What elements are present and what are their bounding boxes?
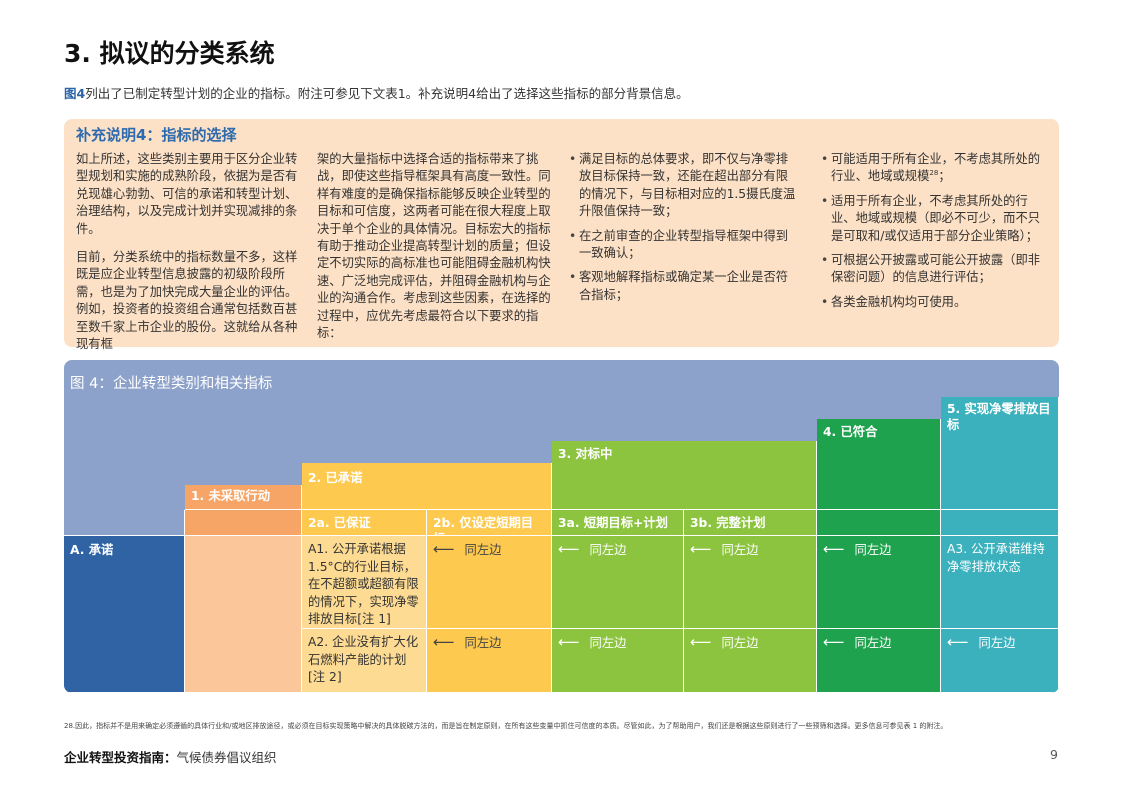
list-item: 满足目标的总体要求，即不仅与净零排放目标保持一致，还能在超出部分有限的情况下，与… — [569, 151, 799, 221]
arrow-left-icon: ⟵ — [823, 540, 845, 558]
box-column-3: 满足目标的总体要求，即不仅与净零排放目标保持一致，还能在超出部分有限的情况下，与… — [569, 151, 799, 311]
list-item: 各类金融机构均可使用。 — [821, 294, 1049, 312]
list-item: 可根据公开披露或可能公开披露（即非保密问题）的信息进行评估； — [821, 252, 1049, 287]
arrow-left-icon: ⟵ — [558, 540, 580, 558]
step-3-header: 3. 对标中 — [552, 441, 817, 510]
footer-organization: 气候债券倡议组织 — [176, 750, 277, 765]
box-column-1: 如上所述，这些类别主要用于区分企业转型规划和实施的成熟阶段，依据为是否有兑现雄心… — [76, 151, 298, 364]
list-item: 适用于所有企业，不考虑其所处的行业、地域或规模（即必不可少，而不只是可取和/或仅… — [821, 193, 1049, 245]
step-2-header: 2. 已承诺 — [302, 463, 552, 510]
arrow-left-icon: ⟵ — [433, 633, 455, 651]
criteria-list: 可能适用于所有企业，不考虑其所处的行业、地域或规模28； 适用于所有企业，不考虑… — [821, 151, 1049, 312]
subheader-3b: 3b. 完整计划 — [684, 510, 817, 536]
same-as-left-cell: ⟵ 同左边 — [552, 536, 684, 629]
subheader-3a: 3a. 短期目标+计划 — [552, 510, 684, 536]
intro-paragraph: 图4列出了已制定转型计划的企业的指标。附注可参见下文表1。补充说明4给出了选择这… — [64, 83, 689, 102]
arrow-left-icon: ⟵ — [690, 540, 712, 558]
criteria-list: 满足目标的总体要求，即不仅与净零排放目标保持一致，还能在超出部分有限的情况下，与… — [569, 151, 799, 304]
box-paragraph: 架的大量指标中选择合适的指标带来了挑战，即使这些指导框架具有高度一致性。同样有难… — [317, 152, 551, 341]
box-column-2: 架的大量指标中选择合适的指标带来了挑战，即使这些指导框架具有高度一致性。同样有难… — [317, 151, 551, 353]
intro-text: 列出了已制定转型计划的企业的指标。附注可参见下文表1。补充说明4给出了选择这些指… — [85, 86, 689, 101]
same-as-left-cell: ⟵ 同左边 — [817, 536, 941, 629]
figure-title: 图 4：企业转型类别和相关指标 — [70, 376, 273, 392]
box-paragraph: 目前，分类系统中的指标数量不多，这样既是应企业转型信息披露的初级阶段所需，也是为… — [76, 250, 298, 352]
page-title: 3. 拟议的分类系统 — [64, 39, 275, 68]
step-5-header: 5. 实现净零排放目标 — [941, 397, 1059, 510]
box-paragraph: 如上所述，这些类别主要用于区分企业转型规划和实施的成熟阶段，依据为是否有兑现雄心… — [76, 152, 298, 236]
box-column-4: 可能适用于所有企业，不考虑其所处的行业、地域或规模28； 适用于所有企业，不考虑… — [821, 151, 1049, 318]
indicator-a1: A1. 公开承诺根据1.5°C的行业目标，在不超额或超额有限的情况下，实现净零排… — [302, 536, 427, 629]
indicator-a3: A3. 公开承诺维持净零排放状态 — [941, 536, 1059, 629]
same-as-left-cell: ⟵ 同左边 — [552, 629, 684, 693]
same-as-left-cell: ⟵ 同左边 — [941, 629, 1059, 693]
footnote-ref[interactable]: 28 — [929, 169, 939, 178]
row-a-step-1 — [185, 536, 302, 693]
arrow-left-icon: ⟵ — [690, 633, 712, 651]
page-number: 9 — [1050, 747, 1058, 762]
subheader-spacer — [64, 510, 185, 536]
arrow-left-icon: ⟵ — [823, 633, 845, 651]
list-item: 客观地解释指标或确定某一企业是否符合指标； — [569, 269, 799, 304]
footnote: 28.因此，指标并不是用来确定必须遵循的具体行业和/或地区排放途径，或必须在目标… — [64, 722, 948, 730]
footer-publication: 企业转型投资指南： — [64, 750, 177, 765]
step-4-header: 4. 已符合 — [817, 419, 941, 510]
subheader-step-1 — [185, 510, 302, 536]
arrow-left-icon: ⟵ — [947, 633, 969, 651]
indicator-a2: A2. 企业没有扩大化石燃料产能的计划[注 2] — [302, 629, 427, 693]
subheader-step-4 — [817, 510, 941, 536]
same-as-left-cell: ⟵ 同左边 — [684, 629, 817, 693]
arrow-left-icon: ⟵ — [558, 633, 580, 651]
same-as-left-cell: ⟵ 同左边 — [817, 629, 941, 693]
subheader-step-5 — [941, 510, 1059, 536]
arrow-left-icon: ⟵ — [433, 540, 455, 558]
same-as-left-cell: ⟵ 同左边 — [427, 629, 552, 693]
same-as-left-cell: ⟵ 同左边 — [427, 536, 552, 629]
subheader-2a: 2a. 已保证 — [302, 510, 427, 536]
figure-4: 1. 未采取行动 2. 已承诺 3. 对标中 4. 已符合 5. 实现净零排放目… — [64, 360, 1059, 693]
list-item: 在之前审查的企业转型指导框架中得到一致确认； — [569, 228, 799, 263]
subheader-2b: 2b. 仅设定短期目标 — [427, 510, 552, 546]
same-as-left-cell: ⟵ 同左边 — [684, 536, 817, 629]
footer: 企业转型投资指南：气候债券倡议组织 — [64, 747, 277, 766]
box-title: 补充说明4：指标的选择 — [76, 126, 237, 144]
figure-reference: 图4 — [64, 86, 86, 101]
step-1-header: 1. 未采取行动 — [185, 485, 302, 510]
list-item: 可能适用于所有企业，不考虑其所处的行业、地域或规模28； — [821, 151, 1049, 186]
row-label-commitment: A. 承诺 — [64, 536, 185, 693]
